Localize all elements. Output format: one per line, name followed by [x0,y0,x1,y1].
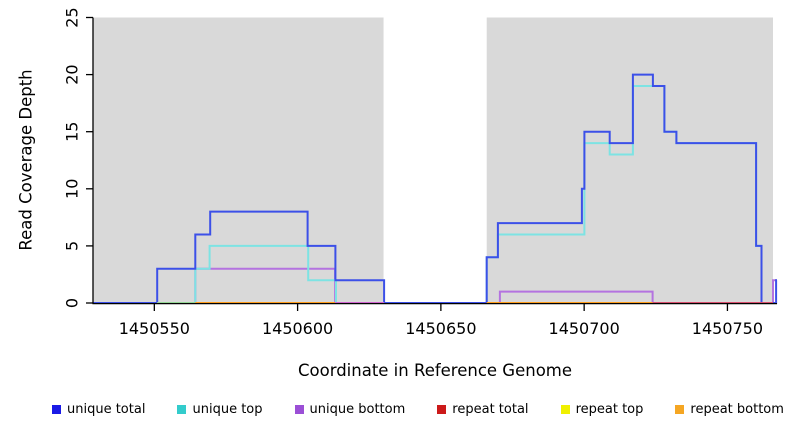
legend-label: repeat top [575,401,644,417]
legend: unique total unique top unique bottom repea… [52,399,784,419]
y-tick-label: 15 [63,122,82,142]
legend-item-repeat-bottom: repeat bottom [675,402,784,417]
y-tick-label: 25 [63,7,82,27]
legend-item-unique-top: unique top [177,401,263,417]
x-axis-label: Coordinate in Reference Genome [298,361,572,380]
legend-swatch-icon [675,404,685,414]
legend-swatch-icon [560,404,570,414]
legend-label: unique total [67,401,146,417]
plot-background-band [486,17,773,303]
legend-label: repeat total [452,401,529,417]
legend-label: unique top [192,401,263,417]
legend-swatch-icon [437,404,447,414]
y-tick-label: 0 [63,298,82,308]
legend-item-repeat-total: repeat total [437,401,529,417]
legend-label: unique bottom [309,401,406,417]
y-axis-label: Read Coverage Depth [17,69,36,250]
x-tick-label: 1450650 [405,319,476,338]
legend-label: repeat bottom [690,401,784,417]
chart-svg: 1450550 1450600 1450650 1450700 1450750 0 5 10 1… [17,7,778,380]
axes: 1450550 1450600 1450650 1450700 1450750 0 5 10 1… [63,7,777,338]
legend-item-unique-bottom: unique bottom [294,401,406,417]
plot-background-band [93,17,384,303]
legend-swatch-icon [52,404,61,414]
legend-swatch-icon [294,404,304,414]
y-tick-label: 5 [63,241,82,251]
series-line-unique-total [93,73,778,304]
x-tick-label: 1450750 [692,319,763,338]
legend-item-unique-total: unique total [52,402,145,417]
x-tick-label: 1450600 [262,319,333,338]
x-tick-label: 1450550 [119,319,190,338]
legend-swatch-icon [177,404,187,414]
background-bands [93,17,773,303]
y-tick-label: 20 [63,64,82,84]
y-tick-label: 10 [63,179,82,199]
x-tick-label: 1450700 [549,319,620,338]
legend-item-repeat-top: repeat top [560,401,644,417]
